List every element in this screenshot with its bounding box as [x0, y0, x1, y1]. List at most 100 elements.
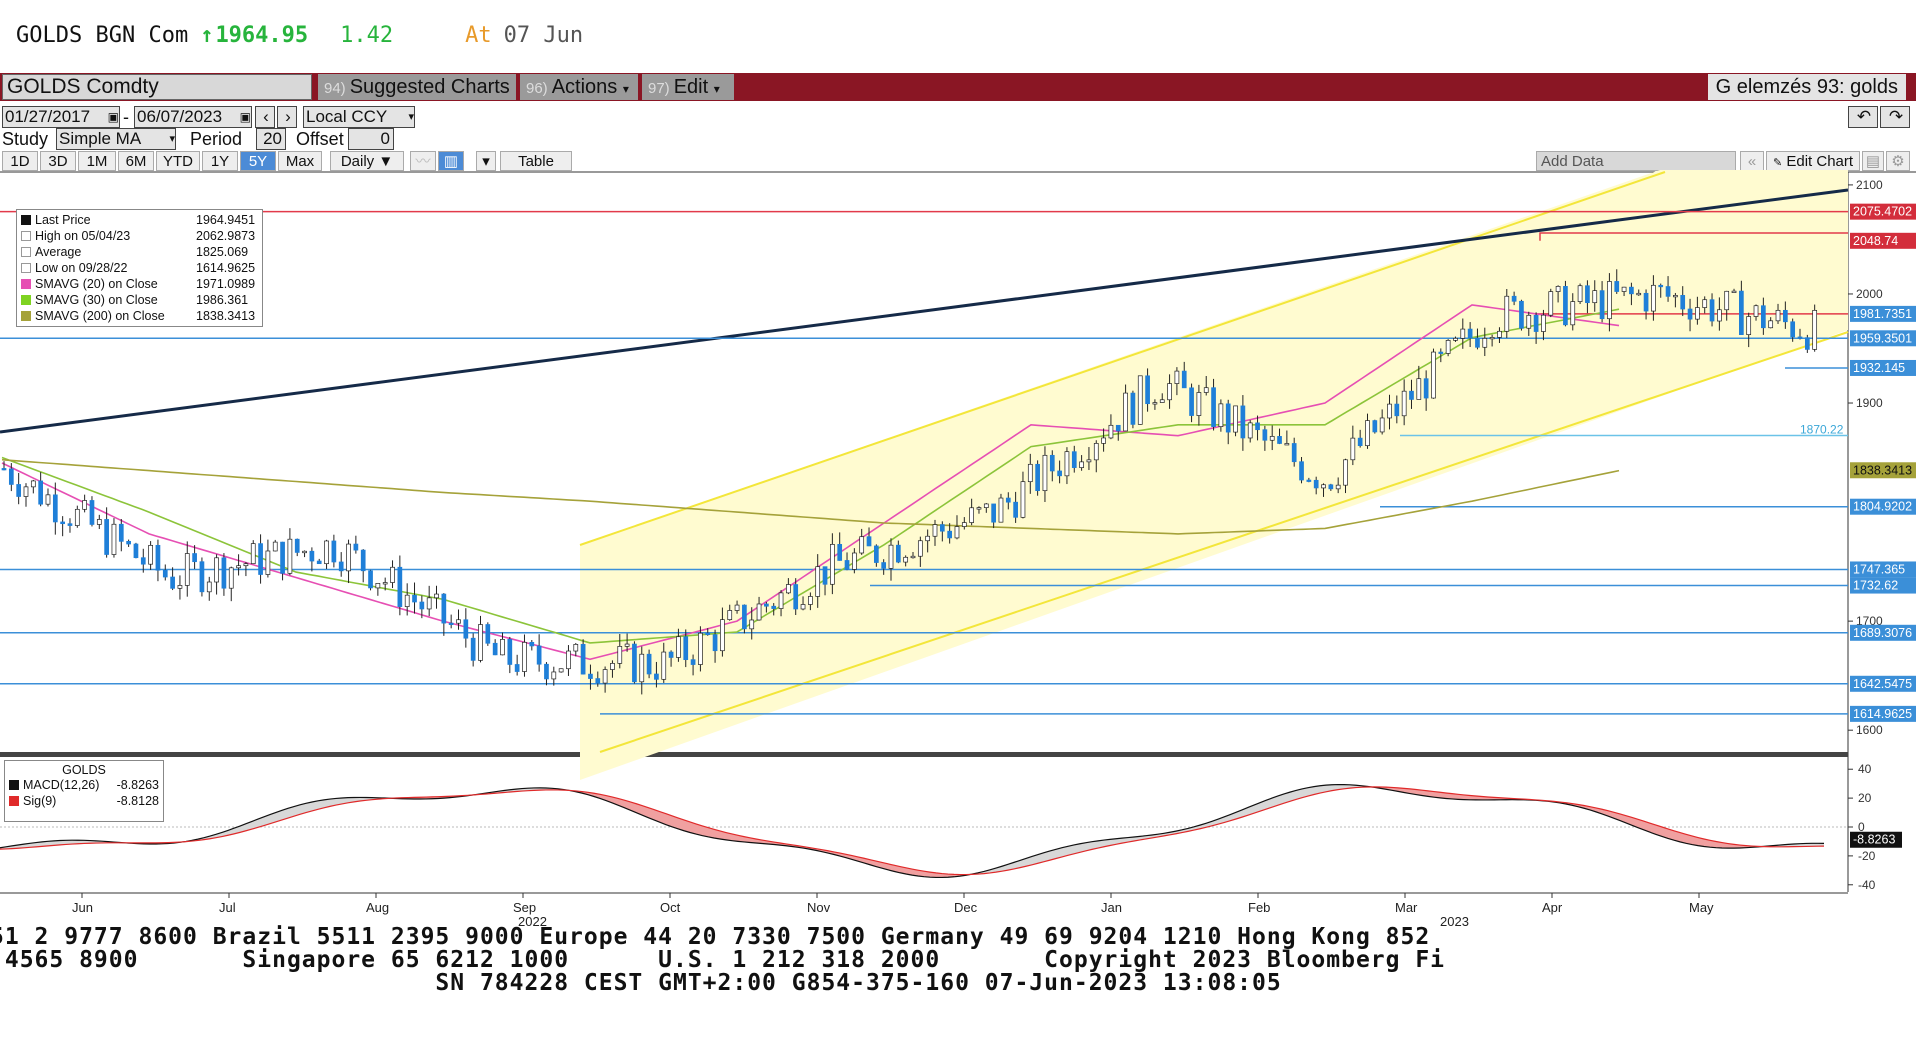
next-period-button[interactable]: › [277, 106, 297, 128]
legend-row: Last Price 1964.9451 [21, 212, 258, 228]
macd-histogram-fill [714, 829, 720, 840]
price-level-tag [1850, 675, 1916, 692]
macd-histogram-fill [282, 808, 288, 820]
candle-body [419, 601, 425, 610]
candle-body [1782, 309, 1788, 323]
chevron-down-icon: ▾ [408, 111, 414, 123]
candle-body [1592, 290, 1598, 304]
end-date-field[interactable]: 06/07/2023 ▣ [134, 106, 252, 128]
legend-value: 1971.0989 [196, 277, 256, 291]
candle-body [1299, 461, 1304, 481]
undo-button[interactable]: ↶ [1848, 106, 1878, 128]
candle-body [756, 603, 762, 621]
channel-upper-line [579, 171, 1666, 546]
candle-body [1064, 451, 1070, 477]
candle-body [925, 535, 931, 542]
macd-histogram-fill [702, 825, 708, 837]
candle-body [1431, 351, 1436, 399]
range-button-6m[interactable]: 6M [118, 151, 154, 171]
chart-legend: Last Price 1964.9451 High on 05/04/23 2062.… [16, 209, 263, 327]
macd-histogram-fill [1284, 792, 1290, 804]
candle-body [1049, 454, 1055, 472]
candle-body [38, 480, 44, 505]
candle-body [1555, 286, 1561, 292]
macd-y-tick-label: -20 [1858, 849, 1876, 863]
collapse-button[interactable]: « [1740, 151, 1764, 171]
candle-body [1761, 305, 1766, 329]
period-input[interactable]: 20 [256, 128, 286, 150]
macd-histogram-fill [1326, 784, 1332, 792]
currency-select[interactable]: Local CCY ▾ [303, 106, 415, 128]
macd-histogram-fill [312, 800, 318, 811]
candle-body [844, 560, 850, 570]
candle-body [698, 632, 703, 665]
ticker-field[interactable]: GOLDS Comdty [2, 74, 312, 100]
price-level-tag [1850, 577, 1916, 594]
candle-body [1079, 461, 1084, 468]
study-select[interactable]: Simple MA ▾ [56, 128, 176, 150]
candle-body [1365, 420, 1370, 447]
actions-menu-button[interactable]: 96) Actions ▾ [520, 74, 638, 100]
candle-body [771, 605, 777, 609]
candle-body [991, 503, 996, 523]
layout-button[interactable]: ▤ [1862, 151, 1884, 171]
macd-last-tag-text: -8.8263 [1853, 833, 1895, 847]
start-date-field[interactable]: 01/27/2017 ▣ [2, 106, 120, 128]
table-button[interactable]: Table [500, 151, 572, 171]
price-level-text: 1870.22 [1800, 422, 1844, 436]
macd-histogram-fill [1020, 858, 1026, 868]
prev-period-button[interactable]: ‹ [255, 106, 275, 128]
candle-body [375, 583, 381, 589]
redo-button[interactable]: ↷ [1880, 106, 1910, 128]
candle-chart-button[interactable]: ▥ [438, 151, 464, 171]
candle-body [1526, 314, 1532, 329]
macd-histogram-fill [306, 801, 312, 813]
at-label: At [465, 22, 492, 48]
macd-histogram-fill [642, 805, 648, 818]
range-button-1d[interactable]: 1D [2, 151, 38, 171]
range-button-5y[interactable]: 5Y [240, 151, 276, 171]
suggested-charts-button[interactable]: 94) Suggested Charts [318, 74, 516, 100]
range-button-1y[interactable]: 1Y [202, 151, 238, 171]
candle-body [228, 567, 234, 589]
macd-histogram-fill [1092, 840, 1098, 850]
chart-type-dropdown[interactable]: ▾ [476, 151, 496, 171]
candle-body [1687, 308, 1693, 320]
settings-button[interactable]: ⚙ [1886, 151, 1910, 171]
y-tick-label: 2000 [1856, 287, 1883, 301]
candle-body [104, 519, 109, 555]
candle-body [1665, 286, 1671, 297]
candle-body [258, 543, 263, 575]
macd-histogram-fill [1104, 839, 1110, 847]
candle-body [368, 570, 373, 589]
macd-histogram-fill [1296, 788, 1302, 800]
range-button-max[interactable]: Max [278, 151, 322, 171]
candle-body [111, 523, 117, 555]
candle-body [1203, 387, 1209, 393]
y-tick-label: 2100 [1856, 178, 1883, 192]
add-data-input[interactable]: Add Data [1536, 151, 1736, 171]
price-level-tag [1850, 203, 1916, 220]
macd-y-tick-label: 0 [1858, 820, 1865, 834]
range-button-3d[interactable]: 3D [40, 151, 76, 171]
candle-body [1673, 295, 1678, 298]
macd-histogram-fill [1320, 785, 1326, 794]
macd-histogram-fill [918, 870, 924, 877]
edit-menu-button[interactable]: 97) Edit ▾ [642, 74, 734, 100]
price-level-tag-text: 2075.4702 [1853, 205, 1912, 219]
candle-body [676, 636, 681, 658]
price-change: 1.42 [340, 22, 394, 48]
macd-histogram-fill [1116, 838, 1122, 845]
line-chart-button[interactable]: 〰 [410, 151, 436, 171]
offset-input[interactable]: 0 [348, 128, 394, 150]
macd-histogram-fill [270, 812, 276, 824]
frequency-select[interactable]: Daily ▼ [330, 151, 404, 171]
candle-body [602, 669, 608, 684]
range-button-ytd[interactable]: YTD [156, 151, 200, 171]
macd-histogram-fill [60, 840, 66, 845]
legend-value: 1838.3413 [196, 309, 256, 323]
candle-body [881, 562, 887, 569]
price-level-tag-text: 1732.62 [1853, 579, 1898, 593]
range-button-1m[interactable]: 1M [78, 151, 116, 171]
